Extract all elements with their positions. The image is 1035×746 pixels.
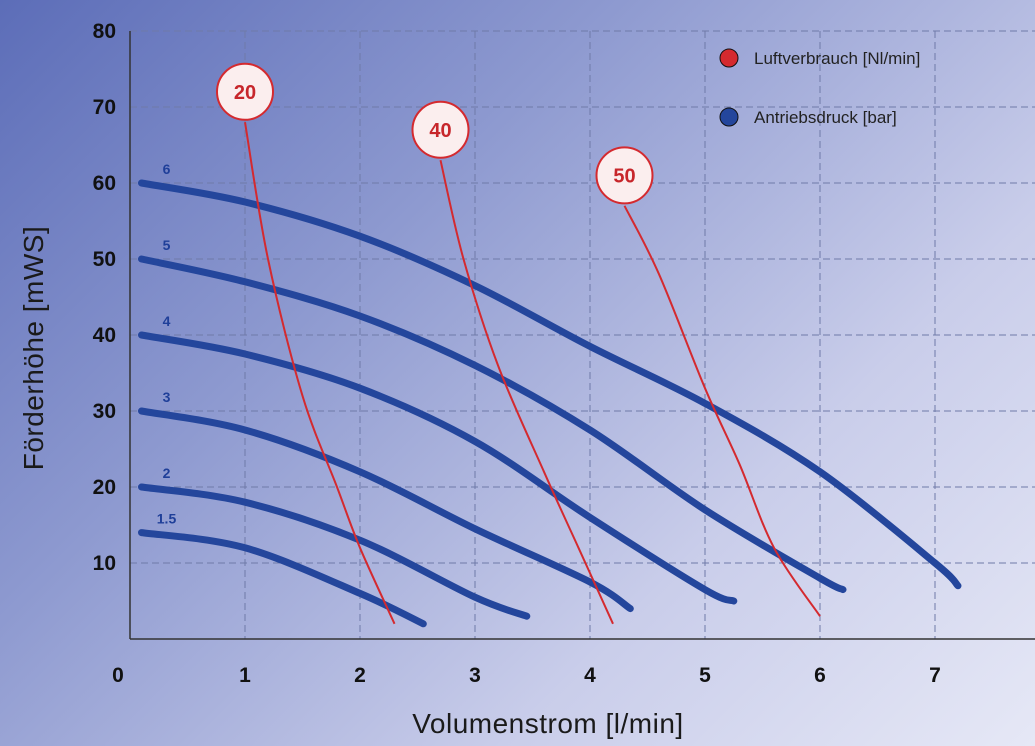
y-tick-label: 70 <box>93 96 116 119</box>
pressure-curve-label: 5 <box>163 237 171 253</box>
pressure-curve-label: 6 <box>163 161 171 177</box>
y-tick-label: 20 <box>93 476 116 499</box>
pressure-curve-label: 3 <box>163 389 171 405</box>
air-curve-label: 50 <box>613 165 635 187</box>
pressure-curve-5 <box>138 255 847 594</box>
y-tick-label: 80 <box>93 20 116 43</box>
x-tick-labels: 0 1 2 3 4 5 6 7 <box>112 664 941 687</box>
legend: Luftverbrauch [Nl/min] Antriebsdruck [ba… <box>719 48 920 127</box>
x-tick-label: 3 <box>469 664 481 687</box>
pressure-curve-2 <box>138 483 531 620</box>
x-tick-label: 5 <box>699 664 711 687</box>
axes <box>129 31 1035 640</box>
x-tick-label: 1 <box>239 664 251 687</box>
y-tick-label: 60 <box>93 172 116 195</box>
y-tick-label: 40 <box>93 324 116 347</box>
air-curve-20 <box>244 122 396 625</box>
x-tick-label: 7 <box>929 664 941 687</box>
y-tick-label: 30 <box>93 400 116 423</box>
air-curve-label: 20 <box>234 82 256 104</box>
pressure-curve-1-5 <box>138 529 427 628</box>
air-consumption-curves: 20 40 50 <box>216 62 821 625</box>
x-tick-label: 0 <box>112 664 124 687</box>
pressure-curve-6 <box>138 179 962 590</box>
pressure-curves: 6 5 4 3 2 1.5 <box>138 161 962 628</box>
legend-marker-pressure <box>719 107 739 127</box>
grid <box>130 30 1035 639</box>
pressure-curve-label: 2 <box>163 465 171 481</box>
air-curve-50 <box>623 205 821 617</box>
air-curve-40 <box>439 159 614 625</box>
air-curve-bubble <box>216 62 274 121</box>
y-tick-label: 50 <box>93 248 116 271</box>
pressure-curve-label: 1.5 <box>157 511 177 527</box>
y-tick-labels: 10 20 30 40 50 60 70 80 <box>93 20 116 575</box>
y-axis-title: Förderhöhe [mWS] <box>18 226 49 471</box>
air-curve-bubble <box>411 100 470 159</box>
legend-marker-air <box>719 48 739 68</box>
x-tick-label: 2 <box>354 664 366 687</box>
pressure-curve-4 <box>138 331 738 605</box>
legend-label-pressure: Antriebsdruck [bar] <box>754 108 897 127</box>
pressure-curve-3 <box>138 407 634 613</box>
x-axis-title: Volumenstrom [l/min] <box>412 708 683 739</box>
x-tick-label: 4 <box>584 664 596 687</box>
x-tick-label: 6 <box>814 664 826 687</box>
air-curve-label: 40 <box>429 120 451 142</box>
pressure-curve-label: 4 <box>163 313 171 329</box>
air-curve-bubble <box>595 146 654 205</box>
legend-label-air: Luftverbrauch [Nl/min] <box>754 49 920 68</box>
y-tick-label: 10 <box>93 552 116 575</box>
